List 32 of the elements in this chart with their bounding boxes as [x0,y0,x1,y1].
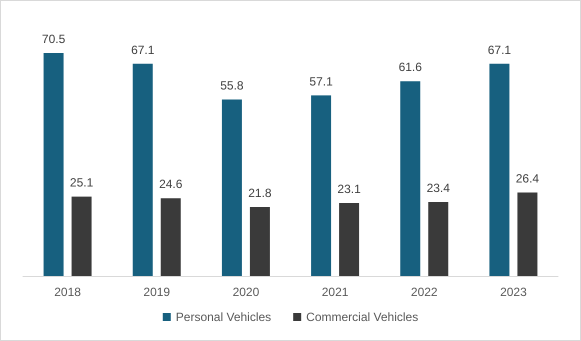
legend-label: Commercial Vehicles [306,310,418,324]
data-label: 21.8 [248,186,272,200]
bar [222,100,242,276]
bar [250,207,270,276]
data-label: 70.5 [42,32,66,46]
x-tick-label: 2018 [54,285,82,299]
x-tick-label: 2023 [500,285,528,299]
bar [517,192,538,276]
bar [311,95,332,276]
data-label: 23.1 [337,182,362,196]
bar [400,81,420,276]
x-tick-label: 2021 [322,285,349,299]
data-label: 25.1 [70,176,94,190]
bar [72,196,92,276]
bar [428,202,448,276]
bar [339,202,360,276]
data-label: 24.6 [159,177,183,192]
x-tick-label: 2019 [143,285,170,299]
bar [489,64,510,276]
data-label: 67.1 [131,42,155,57]
bar [160,198,181,276]
legend-label: Personal Vehicles [176,310,272,324]
data-label: 23.4 [426,180,450,195]
bar [132,64,153,276]
bar [44,53,64,276]
data-label: 55.8 [220,78,244,93]
x-tick-label: 2020 [232,285,260,299]
data-label: 57.1 [309,74,334,88]
data-label: 61.6 [398,60,422,74]
data-label: 26.4 [516,172,540,186]
x-tick-label: 2022 [410,285,438,299]
data-label: 67.1 [488,42,512,57]
